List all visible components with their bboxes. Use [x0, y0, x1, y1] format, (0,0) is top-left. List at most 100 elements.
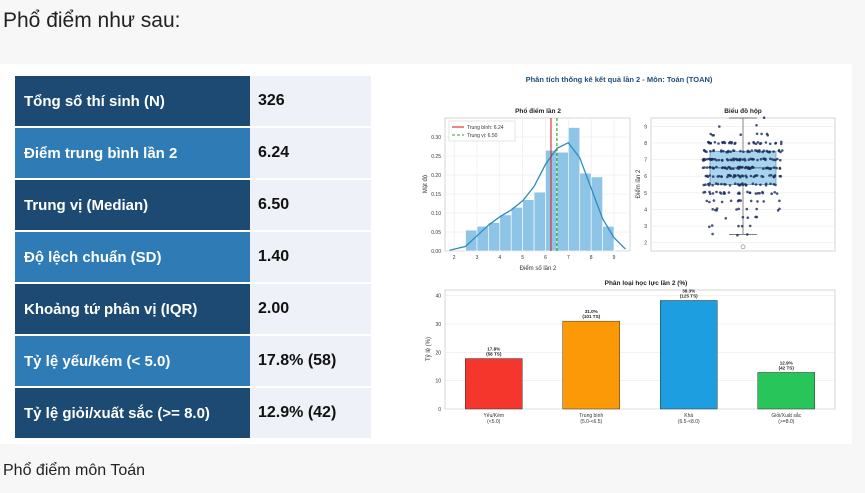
- histogram-ytick: 0.25: [431, 154, 441, 160]
- boxplot-point: [710, 224, 714, 227]
- boxplot-point: [736, 199, 740, 203]
- histogram-xtick: 7: [567, 255, 570, 261]
- boxplot-point: [749, 174, 753, 178]
- boxplot-ylabel: Điểm lần 2: [635, 169, 642, 198]
- boxplot-point: [772, 150, 775, 153]
- boxplot-point: [746, 149, 750, 153]
- boxplot-point: [727, 141, 731, 145]
- boxplot-point: [712, 149, 715, 153]
- stats-label: Tổng số thí sinh (N): [15, 76, 250, 126]
- boxplot-point: [752, 158, 755, 161]
- boxplot-ytick: 9: [644, 124, 647, 130]
- classification-xtick-range: (5.0-<6.5): [580, 419, 602, 425]
- boxplot-point: [773, 191, 776, 194]
- classification-chart: Phân loại học lực lần 2 (%) 17.8%(58 TS)…: [425, 278, 836, 425]
- boxplot-point: [778, 199, 781, 203]
- page-heading: Phổ điểm như sau:: [3, 9, 181, 32]
- boxplot-point: [768, 150, 772, 153]
- boxplot-point: [729, 158, 732, 162]
- histogram-chart: Phổ điểm lần 2 2 3 4 5 6 7 8 9 0.00 0.05 0.10 0.15…: [423, 106, 631, 272]
- boxplot-point: [752, 141, 756, 145]
- classification-bar-count: (42 TS): [779, 365, 795, 370]
- boxplot-point: [729, 150, 732, 153]
- boxplot-point: [725, 167, 729, 171]
- figure-title: Phân tích thống kê kết quả lần 2 - Môn: …: [526, 75, 713, 84]
- boxplot-point: [772, 183, 776, 186]
- stats-value: 326: [250, 76, 371, 126]
- boxplot-point: [764, 184, 768, 187]
- boxplot-point: [717, 158, 721, 162]
- boxplot-point: [756, 141, 760, 144]
- stats-row: Độ lệch chuẩn (SD) 1.40: [15, 232, 371, 282]
- boxplot-point: [749, 199, 753, 203]
- boxplot-outlier: [740, 244, 746, 250]
- boxplot-point: [731, 167, 735, 170]
- boxplot-point: [741, 183, 745, 187]
- boxplot-point: [728, 184, 732, 187]
- stats-row: Tổng số thí sinh (N) 326: [15, 76, 371, 126]
- boxplot-point: [755, 215, 759, 219]
- boxplot-point: [720, 192, 723, 195]
- boxplot-point: [748, 224, 752, 228]
- histogram-bar: [510, 207, 523, 252]
- classification-xtick-name: Trung bình: [579, 413, 603, 419]
- boxplot-point: [762, 200, 765, 203]
- boxplot-point: [736, 233, 739, 237]
- stats-label: Khoảng tứ phân vị (IQR): [15, 284, 250, 334]
- classification-bar-pct: 31.0%: [585, 309, 598, 314]
- classification-xtick-range: (<5.0): [487, 419, 501, 425]
- boxplot-point: [779, 142, 783, 146]
- boxplot-point: [702, 159, 705, 162]
- classification-bar-count: (125 TS): [680, 293, 698, 298]
- boxplot-point: [704, 174, 708, 178]
- boxplot-point: [755, 132, 759, 136]
- histogram-ytick: 0.30: [431, 135, 441, 141]
- boxplot-point: [754, 192, 758, 195]
- boxplot-point: [760, 132, 763, 136]
- boxplot-point: [774, 142, 777, 145]
- boxplot-point: [756, 150, 760, 153]
- classification-title: Phân loại học lực lần 2 (%): [605, 278, 688, 287]
- boxplot-point: [739, 149, 742, 153]
- boxplot-point: [715, 158, 718, 162]
- classification-bar-count: (58 TS): [486, 352, 502, 357]
- boxplot-point: [706, 175, 710, 178]
- histogram-xtick: 5: [521, 255, 524, 261]
- boxplot-point: [713, 141, 717, 144]
- boxplot-point: [740, 174, 744, 177]
- boxplot-point: [715, 190, 718, 194]
- boxplot-point: [711, 175, 715, 178]
- boxplot-point: [754, 142, 758, 146]
- stats-value: 17.8% (58): [250, 336, 371, 386]
- boxplot-point: [711, 184, 714, 187]
- boxplot-point: [756, 200, 759, 203]
- footer-caption: Phổ điểm môn Toán: [3, 462, 146, 479]
- histogram-legend: Trung bình: 6.24 Trung vị: 6.50: [448, 120, 516, 142]
- boxplot-point: [739, 133, 742, 136]
- boxplot-point: [756, 158, 759, 162]
- boxplot-point: [748, 191, 752, 195]
- boxplot-point: [747, 158, 751, 161]
- boxplot-point: [711, 192, 715, 195]
- boxplot-point: [759, 183, 762, 187]
- histogram-ytick: 0.15: [431, 192, 441, 198]
- boxplot-point: [708, 190, 711, 194]
- boxplot-point: [759, 142, 763, 145]
- histogram-xtick: 2: [453, 255, 456, 261]
- boxplot-point: [708, 182, 711, 185]
- boxplot-point: [704, 183, 707, 186]
- boxplot-point: [729, 167, 732, 171]
- boxplot-point: [754, 183, 758, 186]
- boxplot-point: [705, 166, 709, 169]
- boxplot-point: [740, 224, 744, 228]
- boxplot-point: [752, 166, 755, 169]
- stats-value: 6.50: [250, 180, 371, 230]
- stats-row: Khoảng tứ phân vị (IQR) 2.00: [15, 284, 371, 334]
- boxplot-point: [779, 150, 782, 154]
- boxplot-point: [755, 207, 758, 211]
- boxplot-point: [738, 184, 741, 187]
- stats-value: 1.40: [250, 232, 371, 282]
- boxplot-point: [772, 175, 776, 179]
- stats-label: Độ lệch chuẩn (SD): [15, 232, 250, 282]
- stats-label: Tỷ lệ yếu/kém (< 5.0): [15, 336, 250, 386]
